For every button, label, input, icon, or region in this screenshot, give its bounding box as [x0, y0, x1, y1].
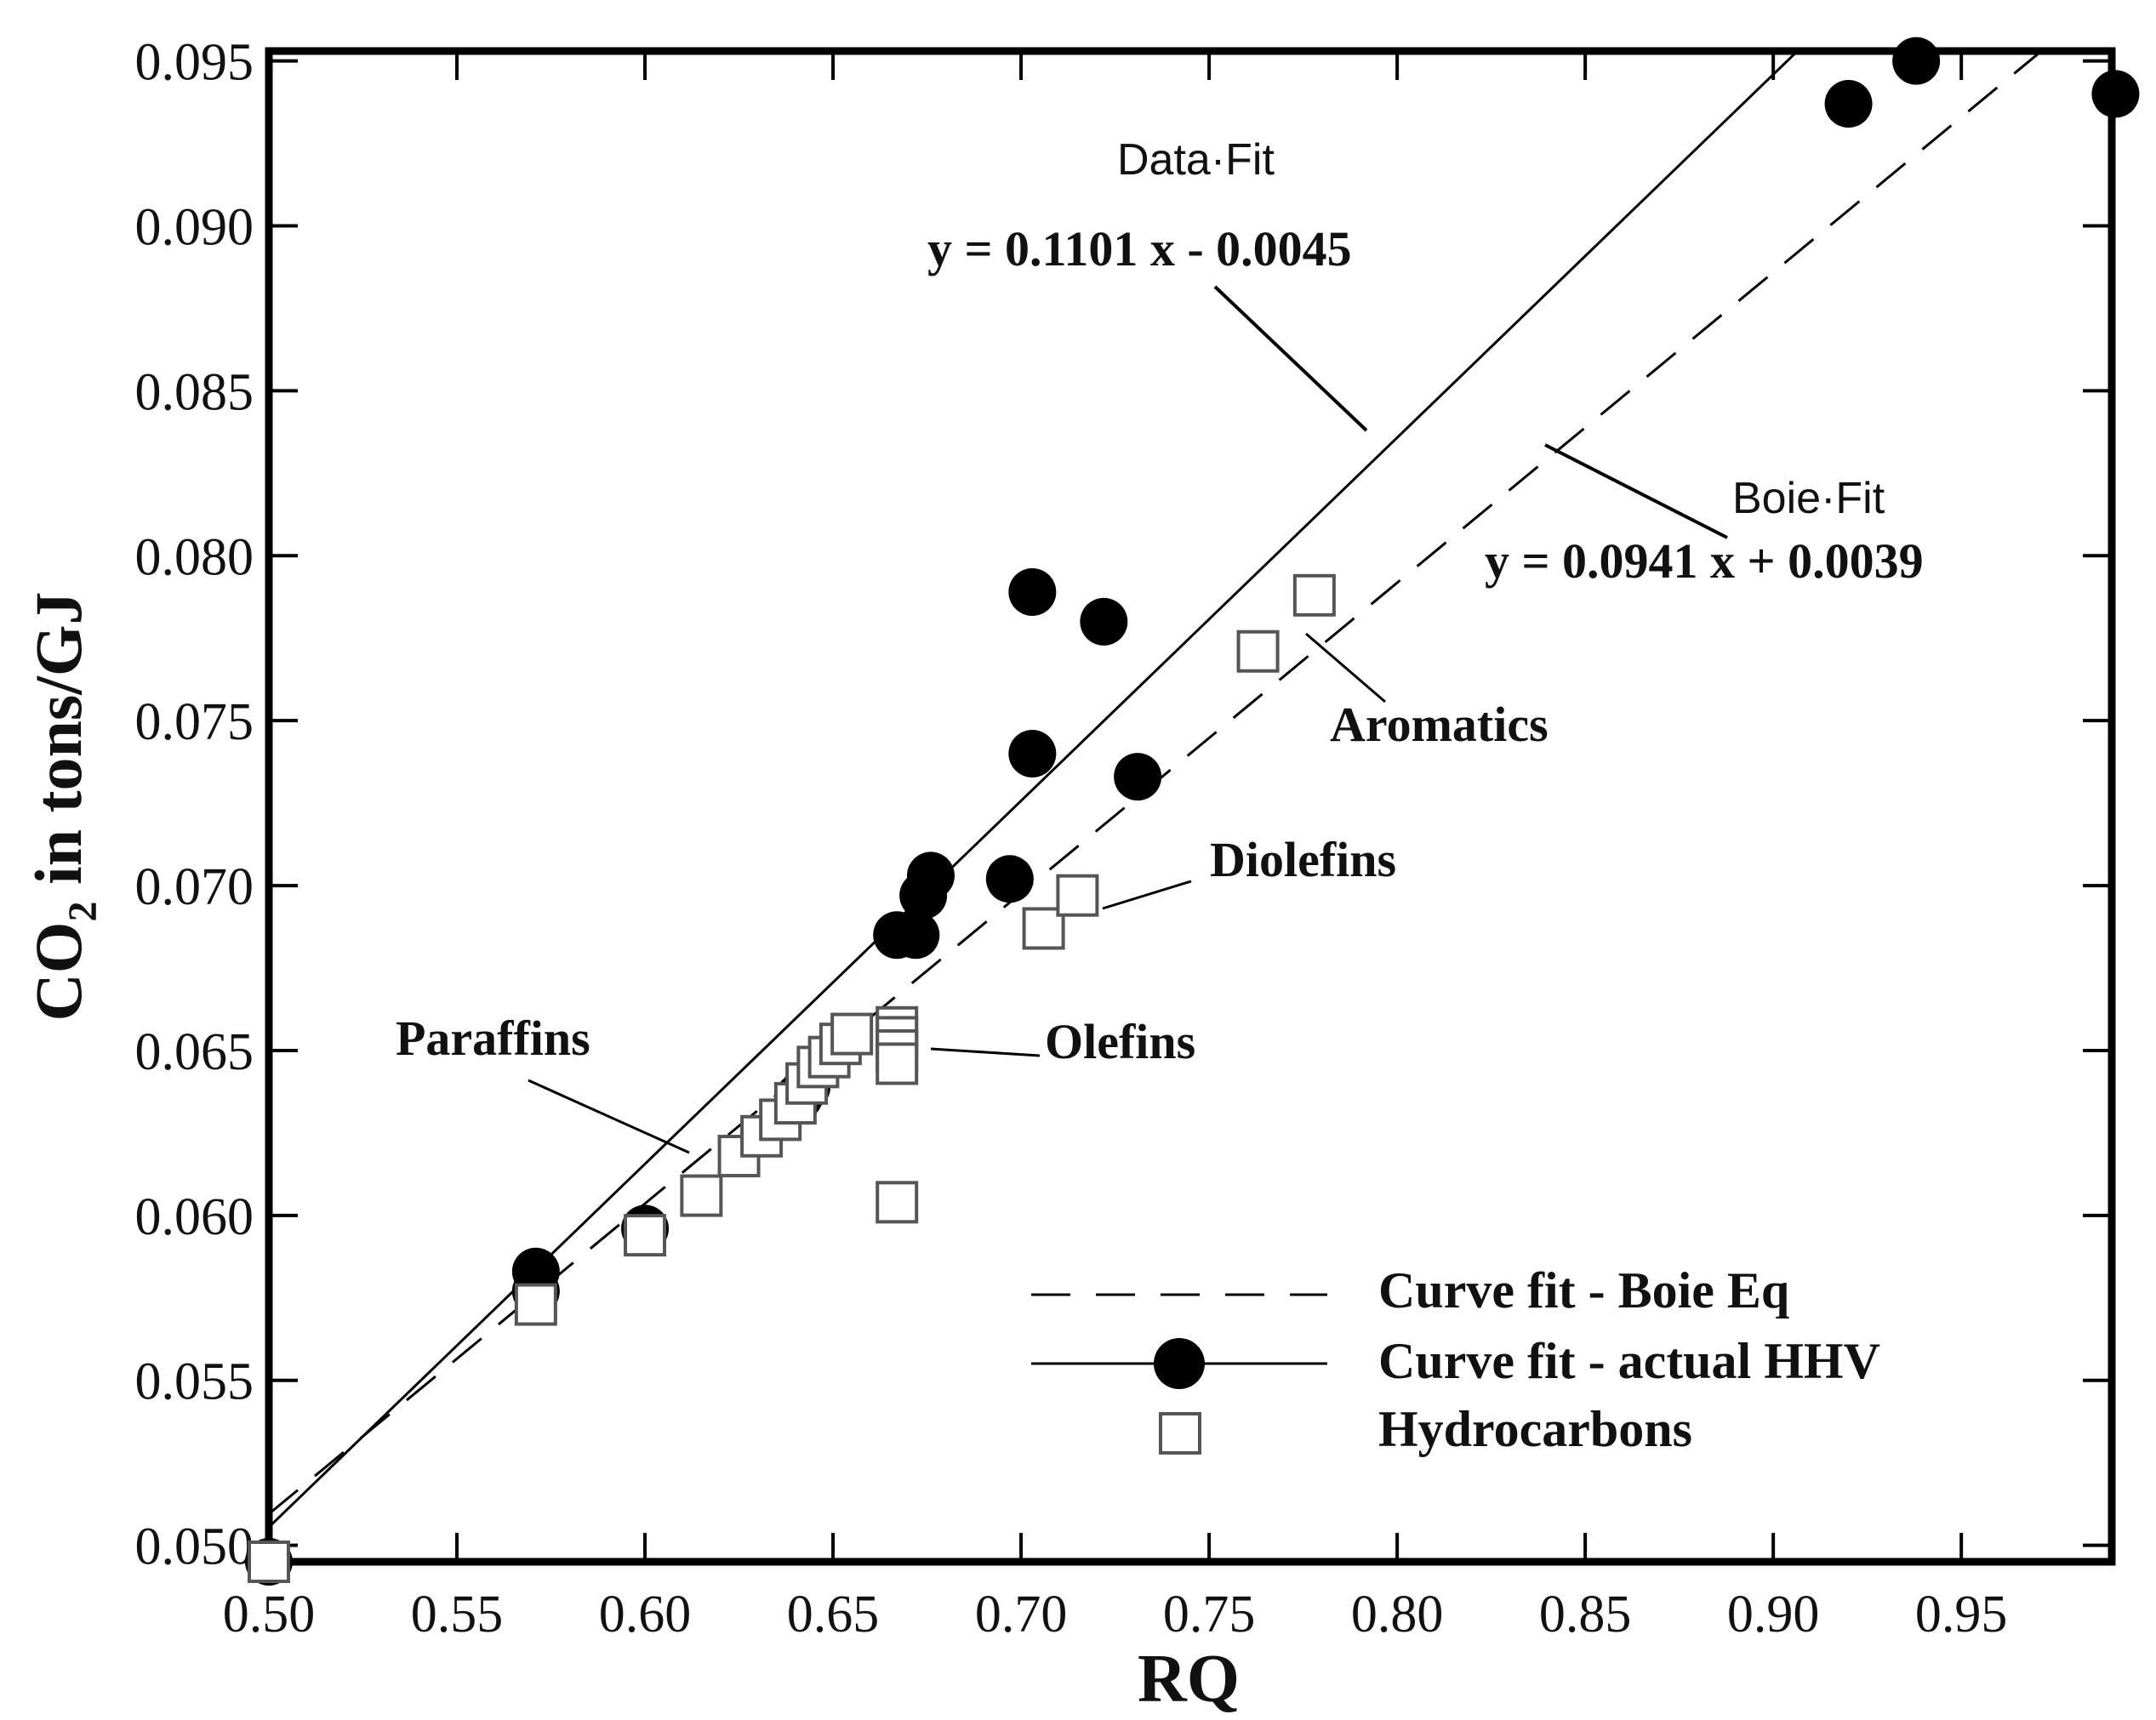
- actual-hhv-point: [1824, 80, 1873, 128]
- x-tick-label: 0.55: [411, 1586, 504, 1643]
- y-tick-label: 0.070: [135, 858, 254, 916]
- diolefins-label: Diolefins: [1210, 832, 1396, 887]
- hydrocarbon-point: [876, 1181, 919, 1224]
- x-tick-label: 0.60: [599, 1586, 692, 1643]
- actual-hhv-point: [1892, 37, 1941, 85]
- actual-hhv-point: [1008, 729, 1057, 777]
- y-axis-title-rest: in tons/GJ: [21, 591, 95, 901]
- x-tick-label: 0.85: [1539, 1586, 1632, 1643]
- boie-fit-title: Boie·Fit: [1732, 474, 1885, 523]
- y-tick-labels: 0.050 0.055 0.060 0.065 0.070 0.075 0.080 0.085…: [135, 34, 254, 1576]
- hydrocarbon-point: [1056, 874, 1099, 917]
- x-tick-label: 0.70: [975, 1586, 1068, 1643]
- legend: Curve fit - Boie Eq Curve fit - actual H…: [1031, 1262, 1880, 1457]
- legend-hydrocarbon-marker: [1159, 1412, 1201, 1455]
- aromatics-label: Aromatics: [1330, 697, 1549, 752]
- y-tick-label: 0.080: [135, 528, 254, 586]
- svg-text:CO2 in tons/GJ: CO2 in tons/GJ: [21, 591, 106, 1021]
- hydrocarbon-point: [1292, 573, 1336, 617]
- boie-fit-line: [269, 51, 2044, 1515]
- legend-hhv-label: Curve fit - actual HHV: [1378, 1333, 1880, 1389]
- series-hydrocarbons: [248, 573, 1336, 1583]
- data-fit-line: [269, 51, 1800, 1529]
- tick-marks: [267, 51, 2112, 1562]
- actual-hhv-point: [985, 855, 1034, 903]
- legend-boie-label: Curve fit - Boie Eq: [1378, 1262, 1789, 1318]
- plot-frame: [265, 47, 2116, 1566]
- legend-hhv-marker: [1154, 1338, 1205, 1389]
- hydrocarbon-point: [680, 1174, 723, 1217]
- hydrocarbon-point: [1236, 629, 1280, 673]
- legend-hydrocarbon-label: Hydrocarbons: [1378, 1401, 1692, 1457]
- actual-hhv-point: [1114, 753, 1162, 801]
- x-tick-label: 0.50: [223, 1586, 316, 1643]
- actual-hhv-point: [1008, 567, 1057, 616]
- actual-hhv-point: [892, 911, 940, 960]
- data-fit-equation: y = 0.1101 x - 0.0045: [927, 221, 1352, 276]
- y-tick-label: 0.090: [135, 199, 254, 257]
- data-fit-leader: [1213, 285, 1368, 432]
- y-tick-label: 0.050: [135, 1518, 254, 1576]
- boie-fit-leader: [1544, 443, 1728, 539]
- x-axis-title: RQ: [1138, 1642, 1240, 1717]
- y-tick-label: 0.095: [135, 34, 254, 92]
- diolefins-leader: [1102, 880, 1192, 910]
- actual-hhv-point: [2091, 70, 2140, 118]
- x-tick-label: 0.80: [1351, 1586, 1444, 1643]
- hydrocarbon-point: [514, 1283, 557, 1326]
- paraffins-leader: [528, 1079, 690, 1154]
- aromatics-leader: [1305, 632, 1386, 703]
- x-tick-label: 0.75: [1163, 1586, 1256, 1643]
- hydrocarbon-point: [830, 1012, 874, 1056]
- y-tick-label: 0.075: [135, 693, 254, 751]
- x-tick-labels: 0.50 0.55 0.60 0.65 0.70 0.75 0.80 0.85 0.90 0.95: [223, 1586, 2008, 1643]
- x-tick-label: 0.95: [1915, 1586, 2008, 1643]
- leader-lines: [528, 285, 1728, 1154]
- y-tick-label: 0.055: [135, 1353, 254, 1411]
- olefins-leader: [930, 1047, 1041, 1057]
- data-fit-title: Data·Fit: [1117, 135, 1275, 185]
- y-axis-title-main: CO: [21, 922, 95, 1022]
- y-tick-label: 0.065: [135, 1023, 254, 1081]
- y-tick-label: 0.060: [135, 1188, 254, 1246]
- y-axis-title: CO2 in tons/GJ: [21, 591, 106, 1021]
- x-tick-label: 0.90: [1727, 1586, 1820, 1643]
- olefins-label: Olefins: [1045, 1014, 1195, 1069]
- hydrocarbon-point: [876, 1042, 919, 1085]
- paraffins-label: Paraffins: [396, 1011, 590, 1066]
- hydrocarbon-point: [624, 1214, 667, 1257]
- x-tick-label: 0.65: [787, 1586, 880, 1643]
- actual-hhv-point: [1080, 597, 1128, 646]
- y-axis-title-subscript: 2: [60, 902, 106, 922]
- actual-hhv-point: [906, 851, 955, 900]
- hydrocarbon-point: [248, 1541, 290, 1583]
- y-tick-label: 0.085: [135, 363, 254, 421]
- boie-fit-equation: y = 0.0941 x + 0.0039: [1485, 533, 1924, 589]
